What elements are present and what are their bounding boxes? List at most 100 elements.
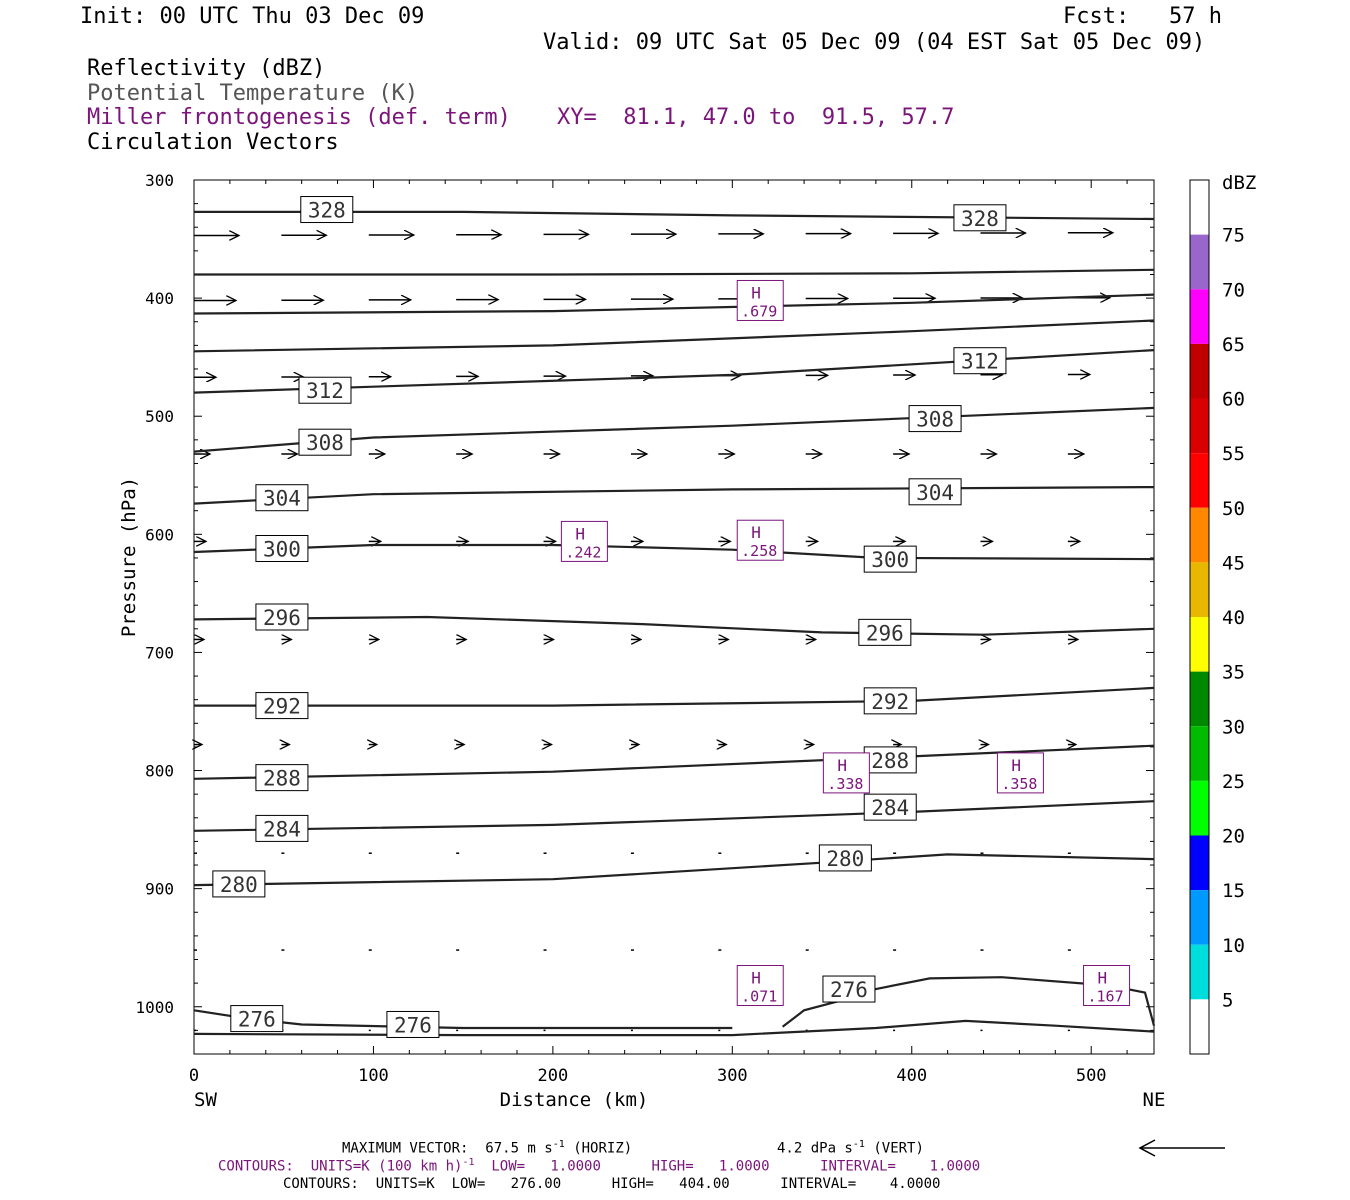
theta-contour-label: 276 <box>394 1013 432 1037</box>
max-vector-vert-label: (VERT) <box>873 1140 924 1157</box>
max-vector-horiz-label: (HORIZ) <box>573 1140 633 1157</box>
theta-contour-line <box>193 1009 733 1030</box>
colorbar-label: 55 <box>1222 443 1245 465</box>
frontogenesis-max-box <box>996 752 1044 794</box>
colorbar-swatch <box>1190 944 1209 1000</box>
frontogenesis-max-box <box>822 752 870 794</box>
frontogenesis-max-letter: H <box>575 524 585 543</box>
theta-contour-line <box>194 686 1155 707</box>
theta-contour-label: 300 <box>263 537 301 561</box>
theta-contour-label: 304 <box>916 481 954 505</box>
theta-contour-label: 292 <box>263 695 301 719</box>
colorbar-swatch <box>1190 398 1209 454</box>
frontogenesis-max-value: .679 <box>741 302 777 320</box>
theta-contour-line <box>781 976 1156 1028</box>
theta-contour-line <box>193 615 1155 636</box>
theta-contour-line <box>193 543 1155 561</box>
colorbar-swatch <box>1190 999 1209 1054</box>
y-tick-label: 900 <box>145 880 174 899</box>
colorbar-swatch <box>1190 890 1209 945</box>
frontogenesis-max-letter: H <box>751 968 761 987</box>
colorbar-swatch <box>1190 180 1209 235</box>
theta-contour-line <box>193 293 1155 315</box>
theta-label-box <box>908 478 962 506</box>
theta-label-box <box>230 1005 284 1033</box>
max-vector-horiz-value: MAXIMUM VECTOR: 67.5 m s <box>342 1140 553 1157</box>
theta-contour-line <box>193 1019 1155 1037</box>
theta-contour-label: 328 <box>961 207 999 231</box>
theta-contour-label: 280 <box>220 873 258 897</box>
max-vector-vert-value: 4.2 dPa s <box>777 1140 853 1157</box>
x-end-label-sw: SW <box>194 1089 217 1111</box>
contours-fronto-values: LOW= 1.0000 HIGH= 1.0000 INTERVAL= 1.000… <box>491 1158 981 1175</box>
frontogenesis-max-box <box>736 279 784 321</box>
theta-label-box <box>863 793 917 821</box>
theta-label-box <box>255 603 309 631</box>
theta-label-box <box>255 764 309 792</box>
contours-fronto-units: CONTOURS: UNITS=K (100 km h) <box>218 1158 463 1175</box>
frontogenesis-max-box <box>1083 964 1131 1006</box>
colorbar-label: 20 <box>1222 826 1245 848</box>
frontogenesis-max-letter: H <box>837 756 847 775</box>
frontogenesis-max-box <box>560 520 608 562</box>
theta-contour-line <box>193 744 1155 780</box>
cross-section-coords: XY= 81.1, 47.0 to 91.5, 57.7 <box>557 105 955 130</box>
frontogenesis-max-value: .338 <box>827 775 863 793</box>
y-tick-label: 300 <box>145 171 174 190</box>
colorbar-label: 30 <box>1222 716 1245 738</box>
x-end-label-ne: NE <box>1143 1089 1166 1111</box>
colorbar-label: 60 <box>1222 389 1245 411</box>
theta-contour-label: 280 <box>826 847 864 871</box>
theta-label-box <box>953 204 1007 232</box>
theta-contour-label: 284 <box>263 817 301 841</box>
field-frontogenesis: Miller frontogenesis (def. term) <box>87 105 511 130</box>
contours-fronto-exponent: -1 <box>462 1157 475 1168</box>
max-vector-vert: 4.2 dPa s-1 (VERT) <box>777 1139 924 1157</box>
reference-vector-head <box>1138 1139 1156 1157</box>
theta-label-box <box>298 376 352 404</box>
theta-label-box <box>255 484 309 512</box>
theta-contour-label: 308 <box>306 431 344 455</box>
theta-contour-label: 312 <box>306 379 344 403</box>
colorbar-unit: dBZ <box>1222 172 1256 194</box>
theta-label-box <box>953 347 1007 375</box>
theta-label-box <box>255 692 309 720</box>
theta-label-box <box>386 1010 440 1038</box>
y-tick-label: 500 <box>145 407 174 426</box>
colorbar-swatch <box>1190 780 1209 836</box>
frontogenesis-max-value: .167 <box>1087 987 1123 1005</box>
y-tick-label: 400 <box>145 289 174 308</box>
contours-theta-info: CONTOURS: UNITS=K LOW= 276.00 HIGH= 404.… <box>283 1176 941 1192</box>
theta-contour-line <box>193 800 1155 832</box>
frontogenesis-max-letter: H <box>751 523 761 542</box>
theta-contour-label: 288 <box>871 749 909 773</box>
colorbar-label: 75 <box>1222 225 1245 247</box>
colorbar-swatch <box>1190 289 1209 344</box>
frontogenesis-max-value: .071 <box>741 987 777 1005</box>
theta-contour-label: 296 <box>866 621 904 645</box>
colorbar-frame <box>1189 179 1210 1055</box>
field-theta: Potential Temperature (K) <box>87 81 419 106</box>
y-tick-label: 800 <box>145 762 174 781</box>
theta-contour-label: 292 <box>871 690 909 714</box>
init-time: Init: 00 UTC Thu 03 Dec 09 <box>80 4 425 29</box>
theta-label-box <box>858 618 912 646</box>
x-axis-label: Distance (km) <box>500 1089 649 1111</box>
max-vector-horiz-exponent: -1 <box>552 1139 565 1150</box>
field-reflectivity: Reflectivity (dBZ) <box>87 56 326 81</box>
frontogenesis-max-value: .242 <box>565 543 601 561</box>
frontogenesis-max-box <box>736 964 784 1006</box>
theta-contour-label: 276 <box>830 978 868 1002</box>
x-tick-label: 500 <box>1076 1066 1107 1086</box>
theta-label-box <box>863 687 917 715</box>
y-tick-label: 1000 <box>135 998 174 1017</box>
colorbar-label: 25 <box>1222 771 1245 793</box>
frontogenesis-max-letter: H <box>1098 968 1108 987</box>
colorbar-label: 5 <box>1222 989 1233 1011</box>
colorbar-label: 65 <box>1222 334 1245 356</box>
x-tick-label: 300 <box>717 1066 748 1086</box>
theta-contour-label: 308 <box>916 408 954 432</box>
colorbar-swatch <box>1190 617 1209 672</box>
theta-label-box <box>298 428 352 456</box>
